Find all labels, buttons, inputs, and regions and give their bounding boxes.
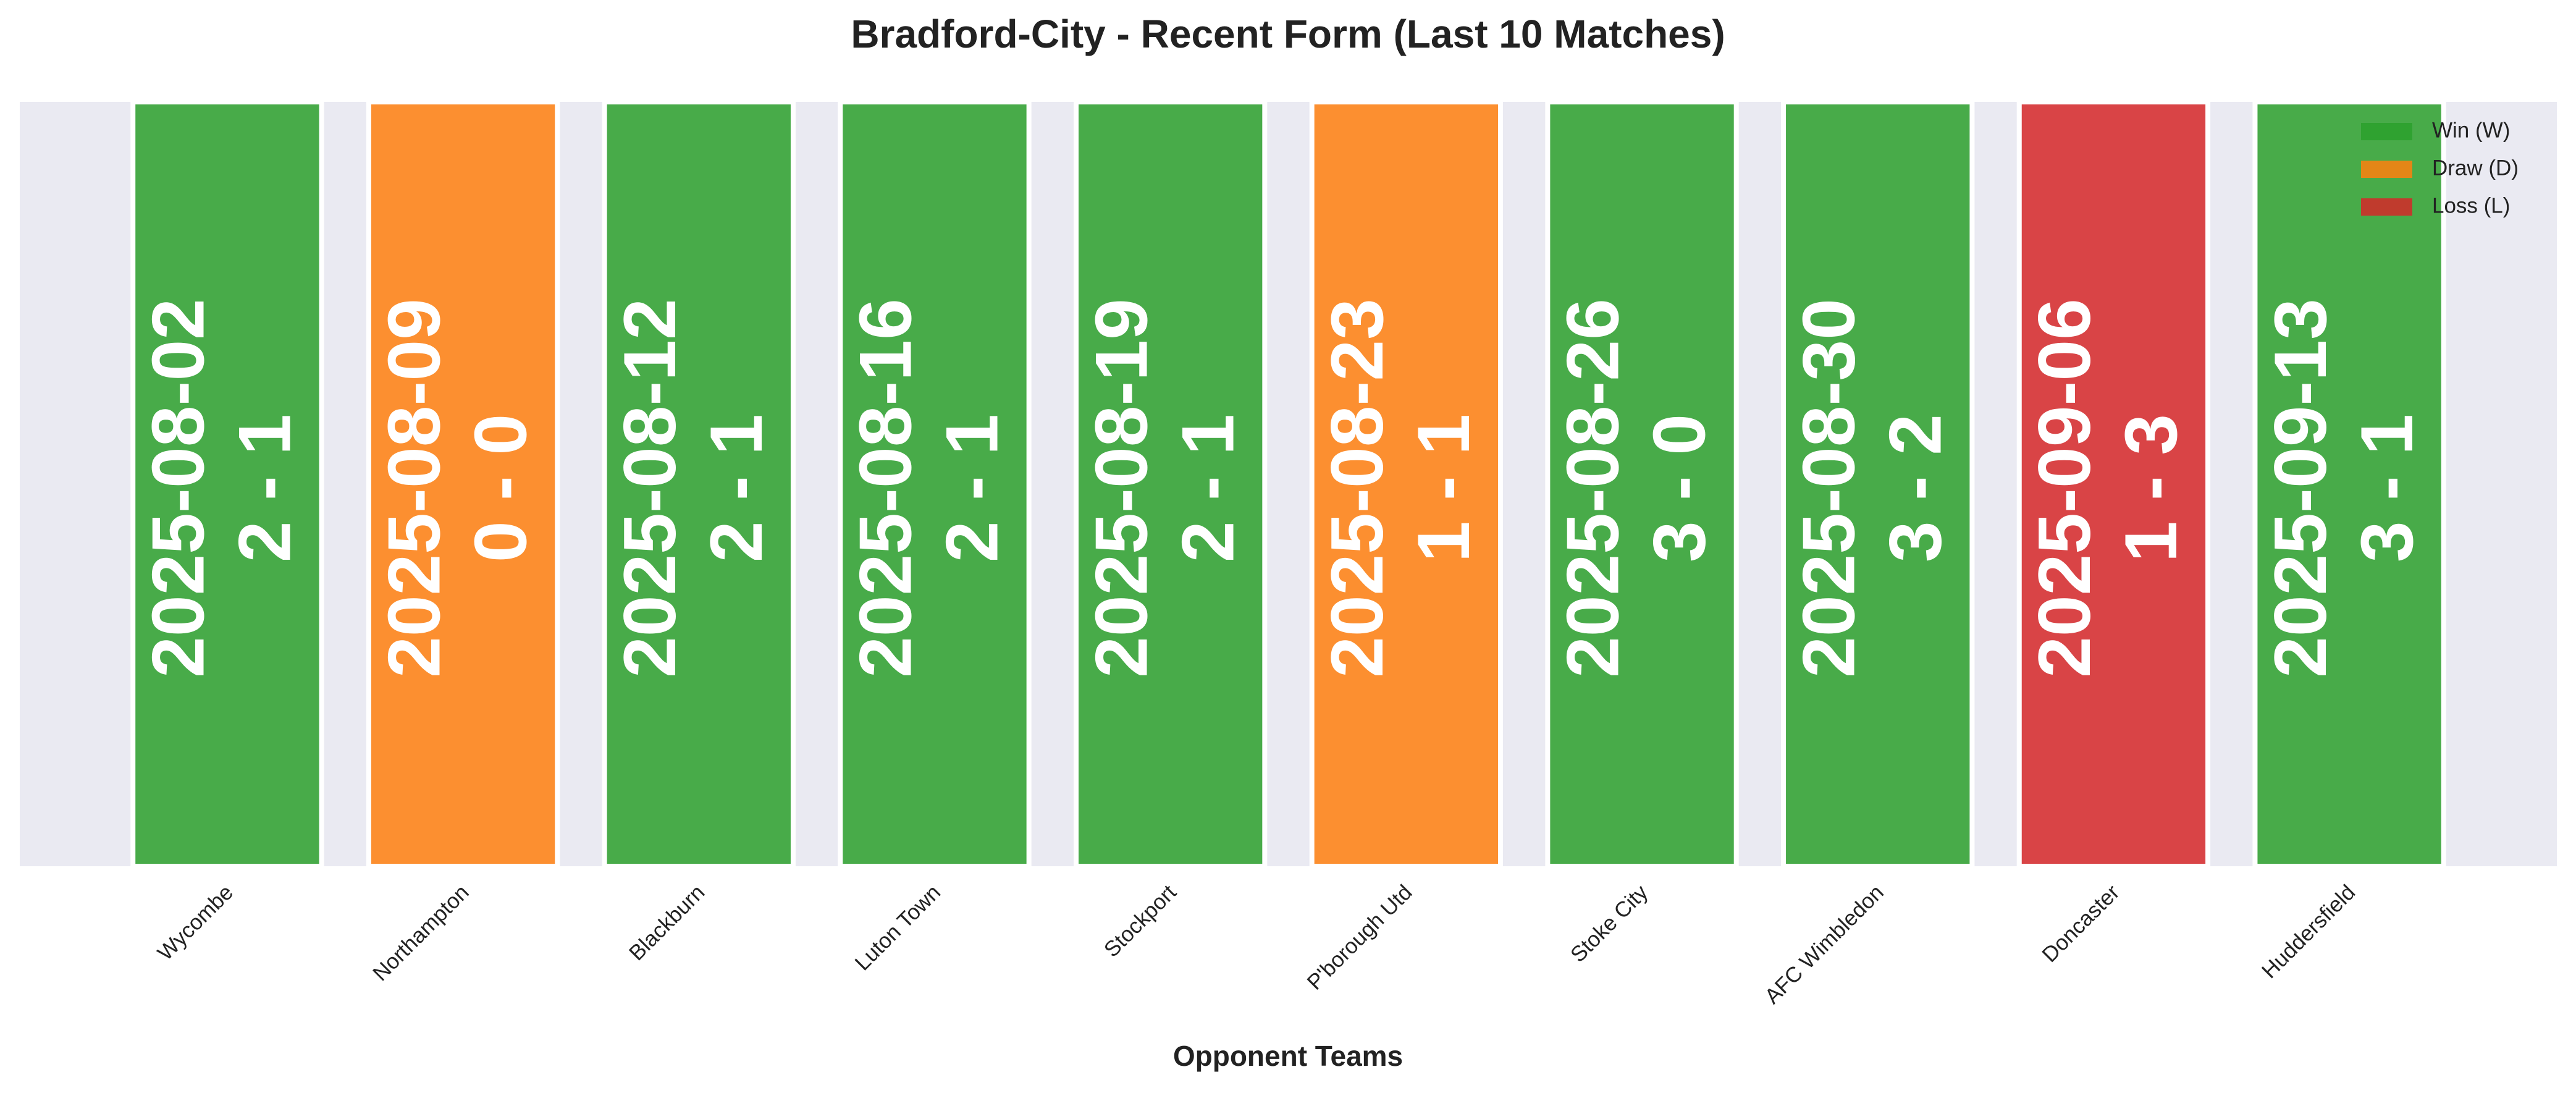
x-tick-label: Doncaster (2037, 880, 2124, 967)
legend-swatch (2361, 161, 2412, 178)
chart-title: Bradford-City - Recent Form (Last 10 Mat… (851, 12, 1725, 56)
x-tick-label: P'borough Utd (1303, 880, 1417, 995)
x-tick-label: Northampton (368, 880, 474, 986)
legend-label: Loss (L) (2432, 193, 2510, 217)
match-score: 2 - 1 (224, 414, 306, 562)
match-score: 1 - 3 (2110, 414, 2192, 562)
match-score: 2 - 1 (931, 414, 1014, 562)
legend-swatch (2361, 123, 2412, 140)
result-bar (130, 99, 324, 869)
match-date: 2025-08-19 (1080, 298, 1163, 678)
match-score: 3 - 2 (1874, 414, 1956, 562)
legend-label: Draw (D) (2432, 156, 2519, 180)
legend-label: Win (W) (2432, 118, 2510, 142)
match-date: 2025-08-09 (373, 298, 455, 678)
result-bar (1781, 99, 1975, 869)
x-tick-label: Huddersfield (2257, 880, 2360, 984)
x-tick-label: Stoke City (1566, 880, 1653, 967)
match-score: 2 - 1 (1166, 414, 1249, 562)
x-tick-label: Stockport (1100, 880, 1181, 961)
match-date: 2025-08-23 (1316, 298, 1399, 678)
match-score: 3 - 0 (1638, 414, 1721, 562)
result-bar (2252, 99, 2446, 869)
match-date: 2025-08-30 (1787, 298, 1870, 678)
x-axis-label: Opponent Teams (1173, 1040, 1403, 1072)
x-tick-label: Luton Town (850, 880, 945, 976)
result-bar (2016, 99, 2211, 869)
match-score: 3 - 1 (2346, 414, 2428, 562)
result-bar (838, 99, 1032, 869)
legend-swatch (2361, 198, 2412, 216)
x-tick-label: AFC Wimbledon (1760, 880, 1888, 1009)
x-tick-label: Blackburn (625, 880, 710, 966)
result-bar (1545, 99, 1739, 869)
match-score: 1 - 1 (1402, 414, 1485, 562)
match-date: 2025-08-02 (137, 298, 220, 678)
match-score: 0 - 0 (459, 414, 542, 562)
match-score: 2 - 1 (695, 414, 778, 562)
result-bar (602, 99, 796, 869)
x-tick-label: Wycombe (153, 880, 238, 965)
match-date: 2025-08-26 (1552, 298, 1635, 678)
result-bar (1073, 99, 1268, 869)
match-date: 2025-08-16 (844, 298, 927, 678)
match-date: 2025-08-12 (608, 298, 691, 678)
match-date: 2025-09-13 (2259, 298, 2342, 678)
match-date: 2025-09-06 (2023, 298, 2106, 678)
result-bar (1309, 99, 1504, 869)
result-bar (366, 99, 560, 869)
